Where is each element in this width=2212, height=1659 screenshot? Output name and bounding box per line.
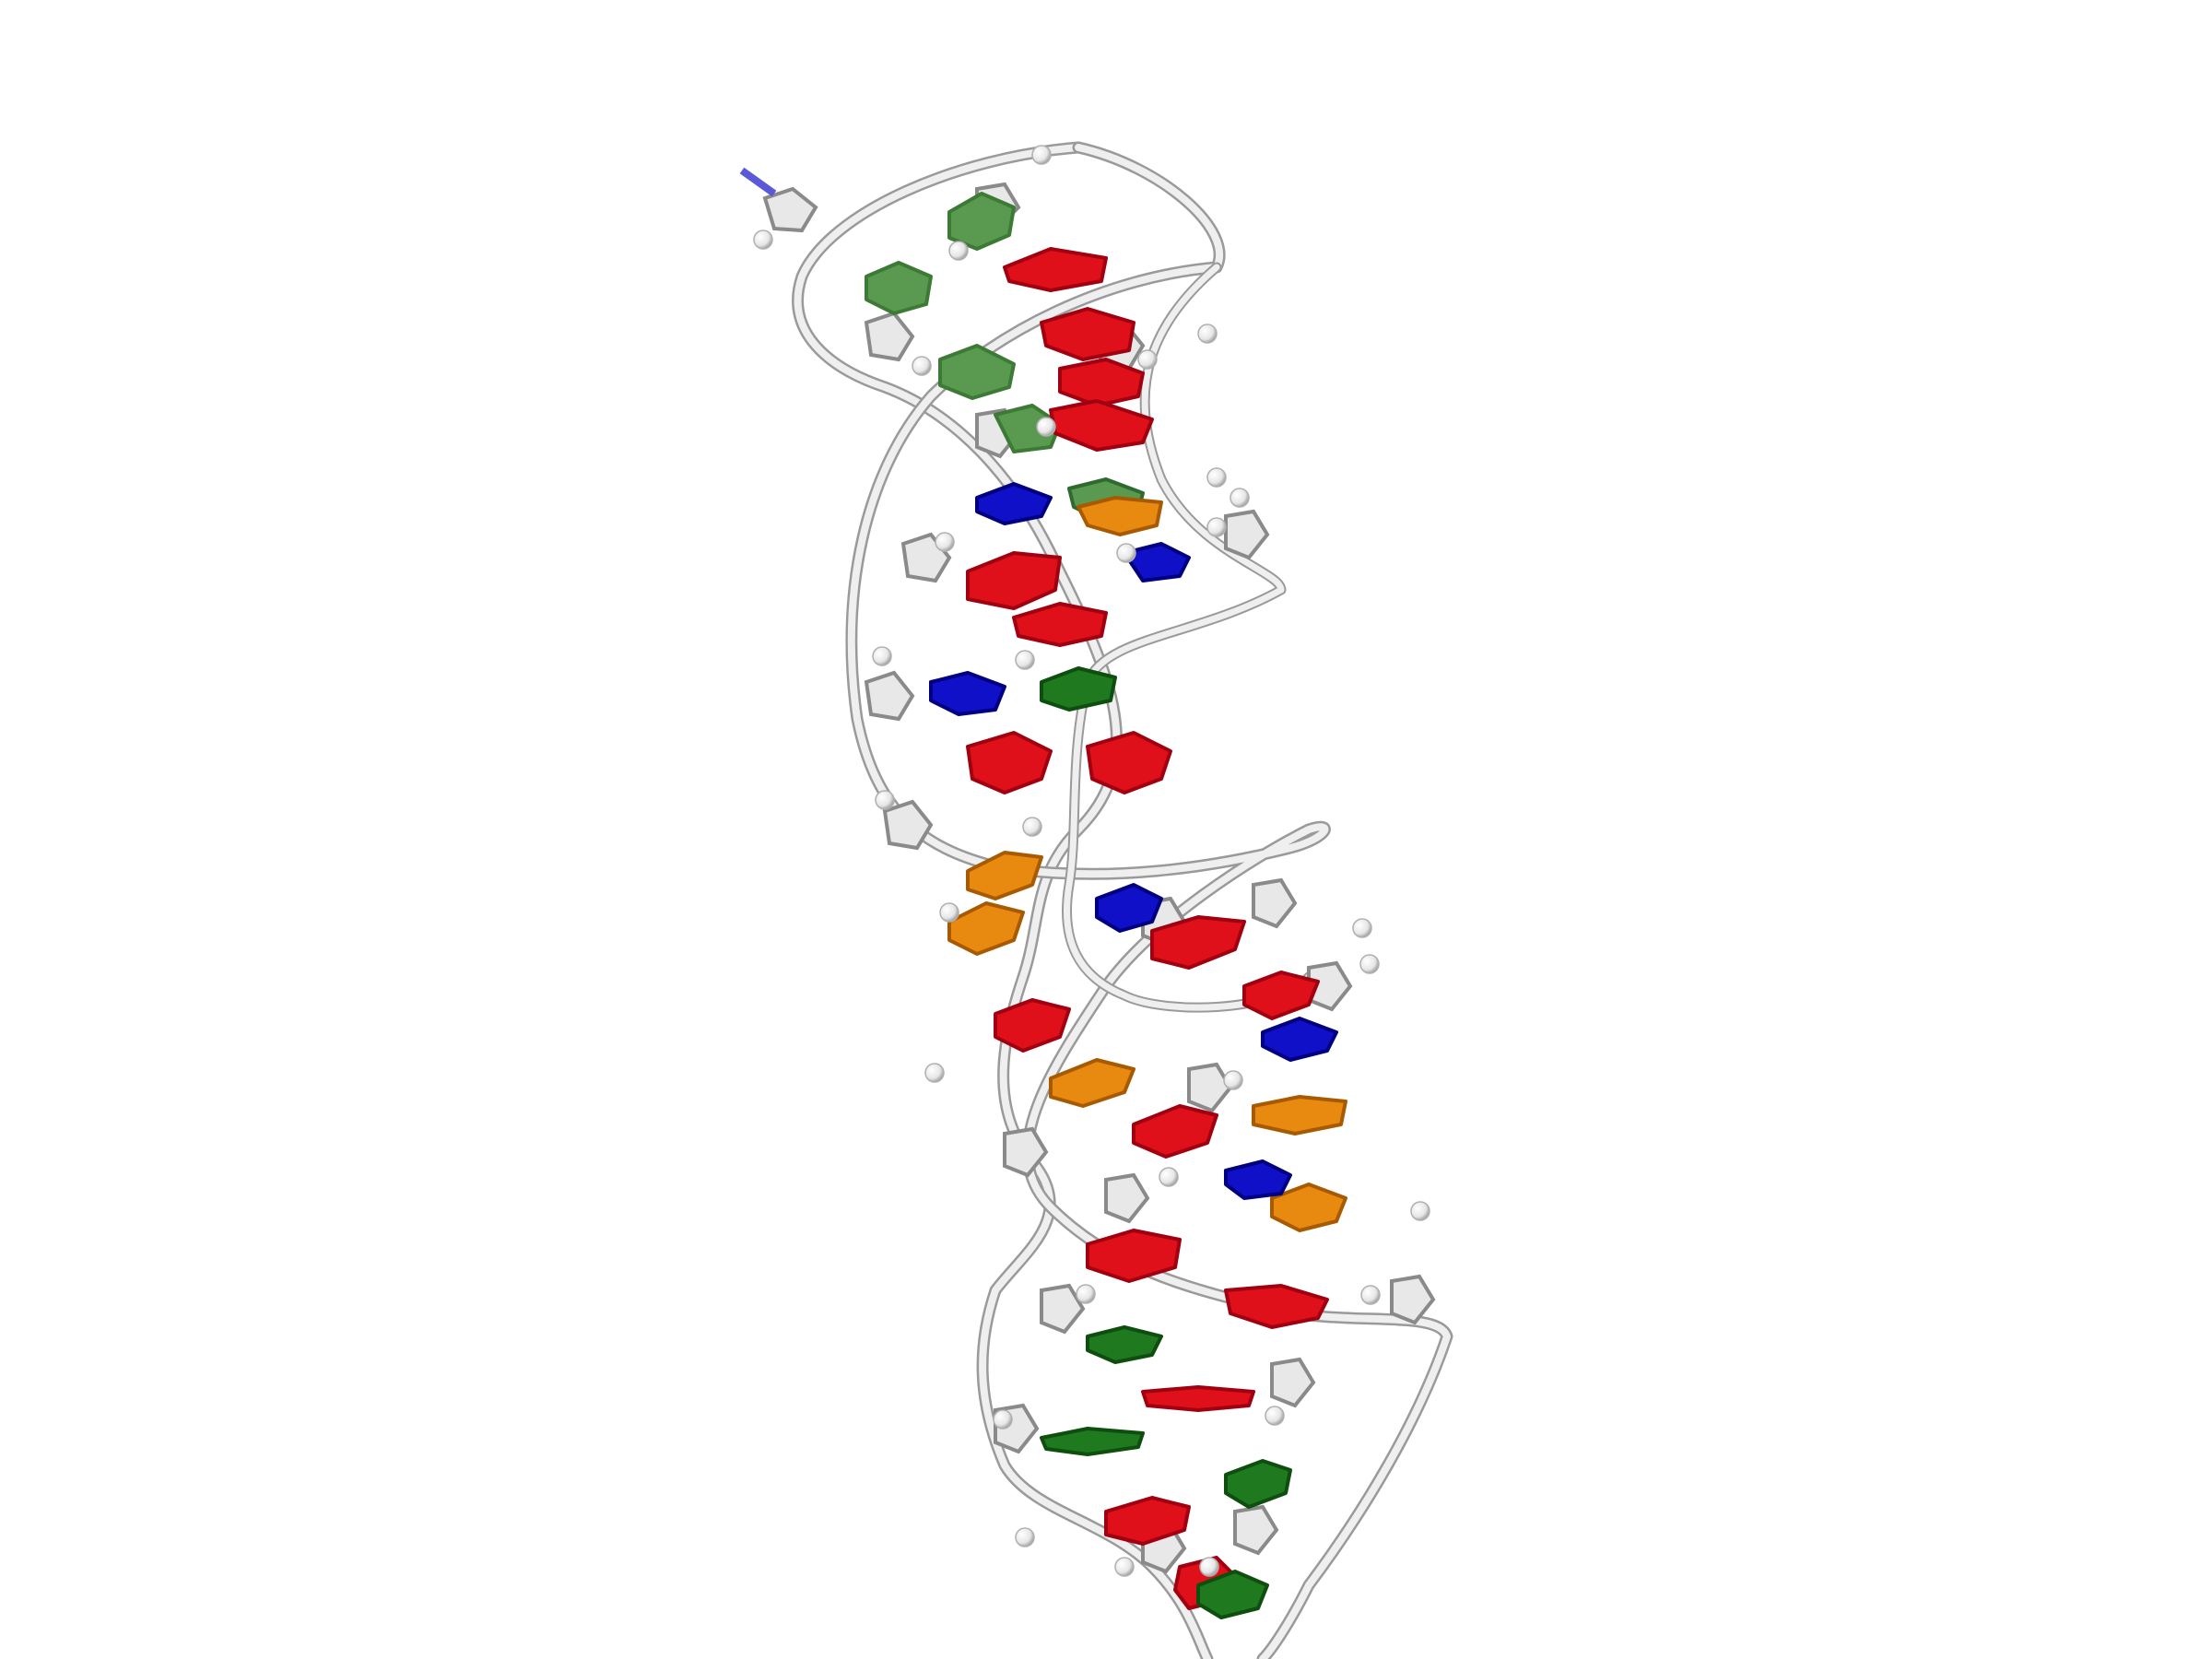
atom-sphere <box>875 790 895 810</box>
atom-sphere <box>1116 543 1136 563</box>
atom-sphere <box>1197 324 1218 344</box>
atom-sphere <box>1410 1201 1430 1221</box>
atom-sphere <box>1015 650 1035 670</box>
ribose-ring <box>1187 1062 1233 1113</box>
atom-sphere <box>1360 1285 1381 1305</box>
ribose-ring <box>1003 1126 1049 1178</box>
atom-sphere <box>948 241 969 261</box>
atom-sphere <box>1352 918 1372 938</box>
base-cytosine <box>739 167 777 197</box>
atom-sphere <box>1114 1557 1135 1577</box>
atom-sphere <box>935 532 955 552</box>
ribose-ring <box>1224 509 1270 560</box>
ribose-ring <box>1252 877 1298 929</box>
atom-sphere <box>993 1409 1013 1430</box>
ribose-ring <box>762 186 818 233</box>
base-cytosine <box>929 482 1191 716</box>
atom-sphere <box>912 356 932 376</box>
atom-sphere <box>1265 1406 1285 1426</box>
atom-sphere <box>1022 817 1042 837</box>
atom-sphere <box>1036 417 1056 437</box>
atom-sphere <box>1223 1070 1243 1090</box>
atom-sphere <box>1137 349 1158 370</box>
base-guanine <box>1040 1325 1292 1619</box>
base-guanine <box>1040 666 1117 712</box>
ribose-ring <box>1104 1172 1150 1224</box>
atom-sphere <box>1031 145 1052 165</box>
atom-sphere <box>1206 467 1227 488</box>
atom-sphere <box>924 1063 945 1083</box>
atom-sphere <box>1159 1167 1179 1187</box>
atom-spheres <box>753 145 1430 1577</box>
atom-sphere <box>1230 488 1250 508</box>
atom-sphere <box>872 646 892 666</box>
atom-sphere <box>939 902 959 923</box>
ribose-ring <box>864 311 915 362</box>
base-cytosine <box>1095 883 1338 1200</box>
base-guanine <box>865 192 1062 453</box>
atom-sphere <box>1199 1557 1219 1577</box>
nucleobases <box>739 167 1347 1619</box>
atom-sphere <box>1359 954 1380 974</box>
atom-sphere <box>753 229 773 250</box>
base-uracil <box>947 851 1347 1232</box>
base-adenine <box>966 551 1172 794</box>
ribose-ring <box>882 799 934 851</box>
ribose-ring <box>1270 1357 1316 1408</box>
atom-sphere <box>1015 1527 1035 1547</box>
base-uracil <box>1077 496 1163 536</box>
ribose-ring <box>1233 1504 1279 1556</box>
ribose-ring <box>864 670 915 722</box>
atom-sphere <box>1076 1284 1096 1304</box>
atom-sphere <box>1206 517 1227 537</box>
ribose-ring <box>1390 1274 1436 1325</box>
base-adenine <box>994 915 1329 1610</box>
base-adenine <box>1003 247 1154 452</box>
ribose-ring <box>1040 1283 1086 1335</box>
